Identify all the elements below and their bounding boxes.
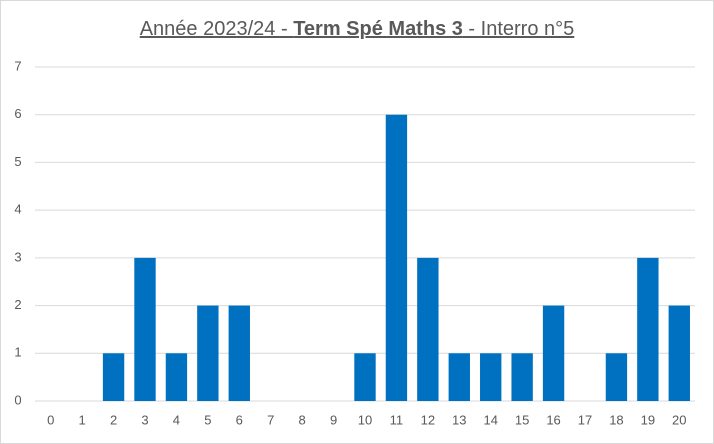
x-tick-label: 15 xyxy=(515,412,529,427)
bar xyxy=(511,353,533,401)
x-tick-label: 11 xyxy=(390,412,404,427)
bar xyxy=(417,257,439,401)
bar xyxy=(102,353,125,401)
x-tick-label: 19 xyxy=(641,412,655,427)
bar xyxy=(448,353,470,401)
x-tick-label: 7 xyxy=(267,412,274,427)
bar xyxy=(228,305,250,401)
x-tick-label: 3 xyxy=(141,412,148,427)
bar xyxy=(668,305,690,401)
y-tick-label: 0 xyxy=(14,392,21,407)
x-tick-label: 0 xyxy=(47,412,54,427)
x-tick-label: 17 xyxy=(578,412,592,427)
y-tick-label: 5 xyxy=(14,154,21,169)
title-part: Année 2023/24 - xyxy=(139,18,294,40)
bar xyxy=(134,257,156,401)
bar xyxy=(385,114,408,401)
bar xyxy=(605,353,628,401)
bar xyxy=(165,353,188,401)
x-tick-label: 20 xyxy=(672,412,686,427)
bar xyxy=(480,353,502,401)
x-tick-label: 14 xyxy=(483,412,497,427)
title-part-bold: Term Spé Maths 3 xyxy=(293,18,463,40)
y-tick-label: 3 xyxy=(14,249,21,264)
y-tick-label: 1 xyxy=(14,345,21,360)
bar xyxy=(637,257,659,401)
x-tick-label: 16 xyxy=(546,412,560,427)
x-tick-label: 1 xyxy=(79,412,86,427)
y-tick-label: 6 xyxy=(14,106,21,121)
x-tick-label: 12 xyxy=(421,412,435,427)
y-tick-label: 7 xyxy=(14,58,21,73)
x-tick-label: 6 xyxy=(236,412,243,427)
bar xyxy=(197,305,219,401)
x-tick-label: 5 xyxy=(204,412,211,427)
x-tick-label: 4 xyxy=(173,412,180,427)
x-tick-label: 13 xyxy=(452,412,466,427)
y-tick-label: 4 xyxy=(14,202,21,217)
chart-title: Année 2023/24 - Term Spé Maths 3 - Inter… xyxy=(0,18,714,41)
x-tick-label: 10 xyxy=(358,412,372,427)
bar xyxy=(542,305,565,401)
x-tick-label: 2 xyxy=(110,412,117,427)
x-tick-label: 18 xyxy=(609,412,623,427)
bar xyxy=(354,353,376,401)
y-tick-label: 2 xyxy=(14,297,21,312)
title-part: - Interro n°5 xyxy=(462,18,575,40)
x-tick-label: 9 xyxy=(330,412,337,427)
x-tick-label: 8 xyxy=(299,412,306,427)
